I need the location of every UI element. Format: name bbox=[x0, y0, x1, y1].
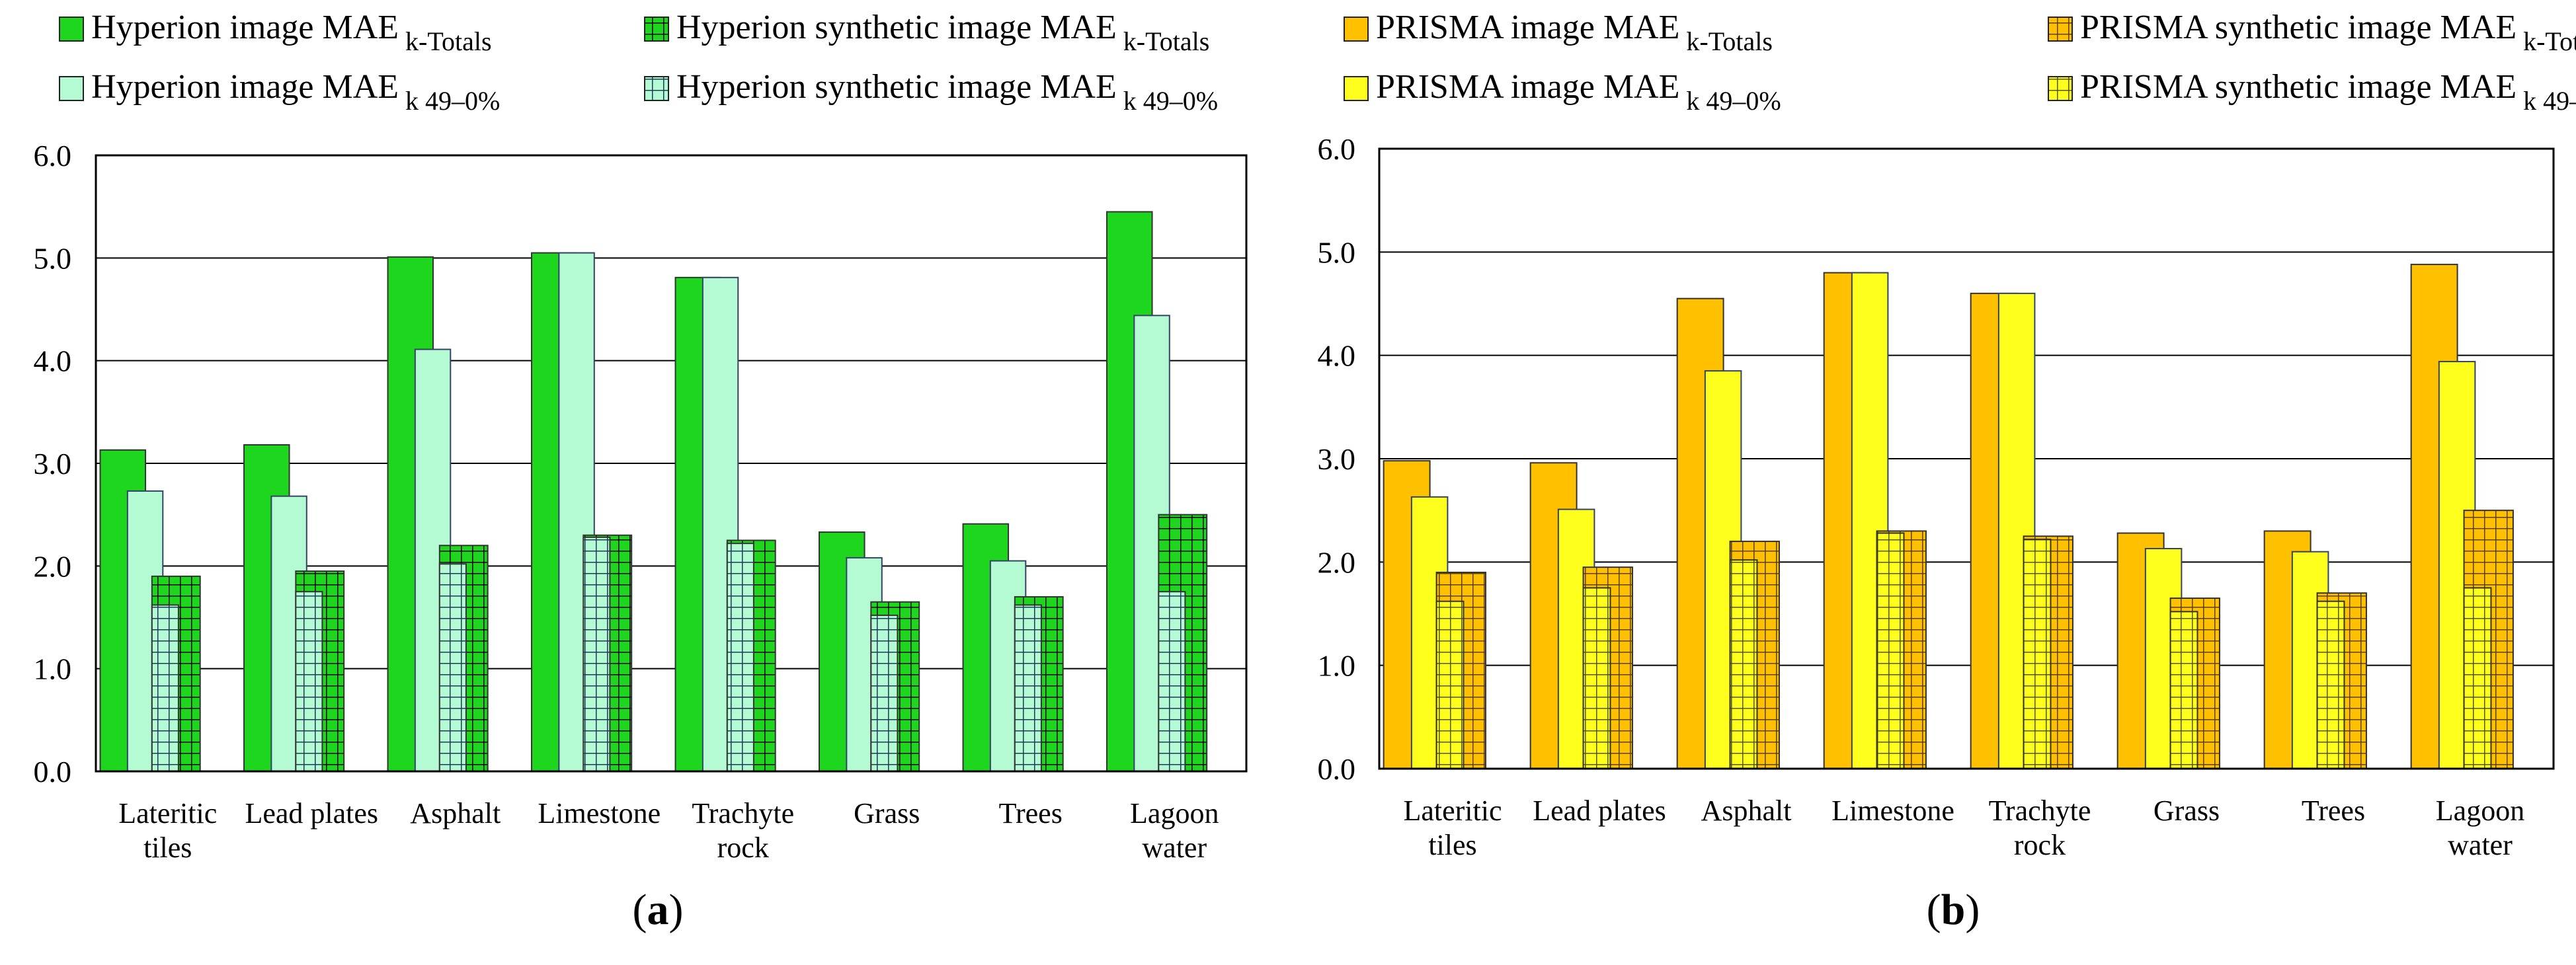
legend-swatch-img_tot bbox=[1344, 17, 1369, 42]
x-category-label: Asphalt bbox=[410, 797, 501, 830]
bar-synthetic-k-49 bbox=[870, 614, 899, 772]
legend: Hyperion image MAE k-Totals Hyperion synth… bbox=[59, 9, 1218, 116]
y-tick-label: 0.0 bbox=[1318, 752, 1356, 786]
x-category-label: Asphalt bbox=[1701, 794, 1792, 827]
bars bbox=[1383, 264, 2514, 770]
panel-label: (a) bbox=[633, 886, 684, 934]
x-category-label: tiles bbox=[143, 831, 192, 864]
panel-label: (b) bbox=[1927, 886, 1980, 934]
y-tick-label: 5.0 bbox=[34, 241, 72, 275]
legend-swatch-syn_tot bbox=[2048, 17, 2073, 42]
bar-synthetic-k-49 bbox=[726, 543, 754, 772]
y-tick-label: 1.0 bbox=[1318, 649, 1356, 683]
plot-frame bbox=[95, 154, 1248, 773]
y-tick-label: 2.0 bbox=[34, 549, 72, 583]
x-category-label: Grass bbox=[2153, 794, 2220, 827]
x-category-label: water bbox=[2448, 829, 2513, 861]
legend-swatch-syn_49 bbox=[644, 76, 669, 101]
bar-synthetic-k-49 bbox=[1876, 532, 1905, 769]
legend-swatch-img_49 bbox=[1344, 76, 1369, 101]
bar-synthetic-k-49 bbox=[1582, 587, 1611, 770]
x-category-label: rock bbox=[717, 831, 769, 864]
x-category-label: Lateritic bbox=[118, 797, 217, 830]
legend-label-syn_49: Hyperion synthetic image MAE k 49–0% bbox=[676, 68, 1218, 116]
bar-synthetic-k-49 bbox=[583, 536, 611, 773]
x-category-label: rock bbox=[2014, 829, 2066, 861]
y-tick-label: 2.0 bbox=[1318, 545, 1356, 579]
bar-synthetic-k-49 bbox=[2316, 600, 2345, 769]
legend: PRISMA image MAE k-Totals PRISMA synthetic… bbox=[1344, 9, 2576, 116]
bar-synthetic-k-49 bbox=[1729, 559, 1758, 769]
bar-synthetic-k-49 bbox=[2169, 611, 2198, 770]
x-category-label: Limestone bbox=[1831, 794, 1954, 827]
y-tick-label: 3.0 bbox=[1318, 442, 1356, 476]
y-tick-label: 3.0 bbox=[34, 447, 72, 481]
panel-b: PRISMA image MAE k-Totals PRISMA synthetic… bbox=[1318, 9, 2576, 934]
bar-synthetic-k-49 bbox=[2023, 538, 2052, 769]
legend-swatch-syn_49 bbox=[2048, 76, 2073, 101]
x-category-label: tiles bbox=[1428, 829, 1476, 861]
x-category-label: Lead plates bbox=[1533, 794, 1666, 827]
legend-label-img_49: PRISMA image MAE k 49–0% bbox=[1376, 68, 1781, 116]
x-category-label: Lagoon bbox=[1130, 797, 1219, 830]
x-category-label: Grass bbox=[854, 797, 920, 830]
y-tick-label: 5.0 bbox=[1318, 235, 1356, 269]
bar-synthetic-k-49 bbox=[438, 563, 467, 773]
y-tick-label: 4.0 bbox=[1318, 339, 1356, 373]
bar-synthetic-k-49 bbox=[1158, 591, 1186, 773]
legend-label-img_tot: Hyperion image MAE k-Totals bbox=[91, 9, 492, 56]
x-category-label: Lagoon bbox=[2436, 794, 2524, 827]
y-tick-label: 4.0 bbox=[34, 344, 72, 378]
x-category-label: Trachyte bbox=[692, 797, 794, 830]
bar-synthetic-k-49 bbox=[1435, 600, 1465, 769]
x-category-label: Trees bbox=[2302, 794, 2365, 827]
bar-synthetic-k-49 bbox=[295, 591, 323, 773]
legend-swatch-img_tot bbox=[59, 17, 84, 42]
x-category-label: Limestone bbox=[538, 797, 661, 830]
x-category-label: Trees bbox=[999, 797, 1063, 830]
y-tick-label: 6.0 bbox=[34, 139, 72, 173]
legend-swatch-syn_tot bbox=[644, 17, 669, 42]
panel-a: Hyperion image MAE k-Totals Hyperion synth… bbox=[34, 9, 1248, 934]
bars bbox=[99, 211, 1208, 773]
legend-label-syn_tot: Hyperion synthetic image MAE k-Totals bbox=[676, 9, 1209, 56]
bar-synthetic-k-49 bbox=[151, 604, 179, 772]
legend-swatch-img_49 bbox=[59, 76, 84, 101]
x-category-label: Lead plates bbox=[245, 797, 378, 830]
bar-synthetic-k-49 bbox=[2463, 587, 2492, 770]
plot-frame bbox=[1378, 147, 2555, 770]
x-category-label: Lateritic bbox=[1403, 794, 1502, 827]
x-category-label: water bbox=[1142, 831, 1207, 864]
legend-label-img_tot: PRISMA image MAE k-Totals bbox=[1376, 9, 1773, 56]
y-tick-label: 1.0 bbox=[34, 652, 72, 686]
bar-synthetic-k-49 bbox=[1014, 604, 1042, 772]
y-tick-label: 6.0 bbox=[1318, 132, 1356, 166]
y-tick-label: 0.0 bbox=[34, 755, 72, 789]
legend-label-img_49: Hyperion image MAE k 49–0% bbox=[91, 68, 500, 116]
x-category-label: Trachyte bbox=[1989, 794, 2091, 827]
